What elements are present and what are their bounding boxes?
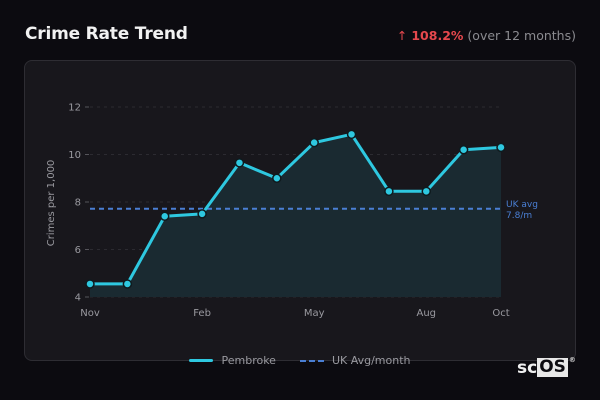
y-axis-label: Crimes per 1,000 xyxy=(46,160,57,247)
data-point[interactable] xyxy=(384,186,394,197)
trend-change-summary: ↑ 108.2% (over 12 months) xyxy=(397,28,576,43)
series-area-fill xyxy=(90,134,501,297)
svg-text:Nov: Nov xyxy=(80,308,100,319)
data-point[interactable] xyxy=(458,145,469,155)
legend-item-pembroke[interactable]: Pembroke xyxy=(189,354,276,367)
svg-text:Feb: Feb xyxy=(193,308,211,319)
average-annotation-value: 7.8/m xyxy=(506,211,532,221)
data-point[interactable] xyxy=(159,211,170,221)
legend-label: UK Avg/month xyxy=(331,354,411,367)
svg-text:4: 4 xyxy=(75,293,81,304)
data-point[interactable] xyxy=(496,142,506,153)
svg-text:8: 8 xyxy=(75,198,81,209)
x-axis: Nov Feb May Aug Oct xyxy=(80,308,509,319)
data-point[interactable] xyxy=(234,158,245,168)
chart-legend: Pembroke UK Avg/month xyxy=(0,354,600,367)
dashed-line-swatch-icon xyxy=(299,359,324,362)
change-period: (over 12 months) xyxy=(467,28,576,43)
data-point[interactable] xyxy=(309,137,319,148)
legend-label: Pembroke xyxy=(221,354,276,367)
svg-text:Oct: Oct xyxy=(492,308,509,319)
svg-text:10: 10 xyxy=(68,150,81,161)
data-point[interactable] xyxy=(122,279,133,289)
registered-mark-icon: ® xyxy=(568,356,576,364)
legend-item-uk-avg[interactable]: UK Avg/month xyxy=(299,354,411,367)
arrow-up-icon: ↑ xyxy=(396,28,408,43)
logo-boxed-text: OS xyxy=(537,357,568,377)
data-point[interactable] xyxy=(272,173,282,183)
data-point[interactable] xyxy=(85,279,95,289)
scos-logo: sc OS ® xyxy=(517,356,576,378)
svg-text:6: 6 xyxy=(75,245,81,256)
data-point[interactable] xyxy=(421,186,432,197)
svg-text:May: May xyxy=(304,308,325,319)
solid-line-swatch-icon xyxy=(189,359,214,362)
logo-prefix: sc xyxy=(517,358,538,378)
average-annotation-label: UK avg xyxy=(506,200,538,210)
svg-text:Aug: Aug xyxy=(417,308,437,319)
data-point[interactable] xyxy=(346,129,357,140)
svg-text:12: 12 xyxy=(68,103,81,114)
data-points xyxy=(85,129,506,289)
series-line-pembroke xyxy=(90,132,502,286)
page-title: Crime Rate Trend xyxy=(25,24,188,44)
change-percent: 108.2% xyxy=(411,28,464,43)
y-axis: 4 6 8 10 12 xyxy=(68,103,89,304)
data-point[interactable] xyxy=(197,209,207,219)
